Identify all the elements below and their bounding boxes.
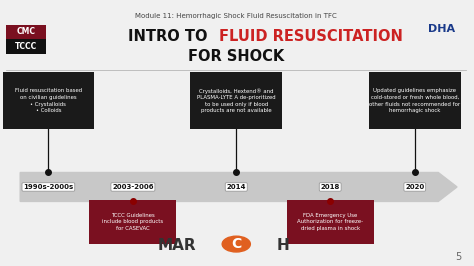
Text: 2014: 2014: [227, 184, 246, 190]
Text: Module 11: Hemorrhagic Shock Fluid Resuscitation in TFC: Module 11: Hemorrhagic Shock Fluid Resus…: [136, 13, 337, 19]
Text: MAR: MAR: [158, 238, 196, 253]
Polygon shape: [20, 172, 457, 201]
Text: FLUID RESUSCITATION: FLUID RESUSCITATION: [219, 30, 403, 44]
Text: 2020: 2020: [405, 184, 424, 190]
Text: H: H: [276, 238, 289, 253]
FancyBboxPatch shape: [6, 24, 46, 39]
Text: Crystalloids, Hextend® and
PLASMA-LYTE A de-prioritized
to be used only if blood: Crystalloids, Hextend® and PLASMA-LYTE A…: [197, 88, 275, 114]
Text: CMC: CMC: [17, 27, 36, 36]
Circle shape: [222, 236, 250, 252]
Text: 2018: 2018: [320, 184, 340, 190]
Text: FDA Emergency Use
Authorization for freeze-
dried plasma in shock: FDA Emergency Use Authorization for free…: [297, 213, 363, 231]
Text: 1990s-2000s: 1990s-2000s: [23, 184, 73, 190]
FancyBboxPatch shape: [2, 72, 94, 129]
Text: TCCC: TCCC: [15, 42, 37, 51]
Text: INTRO TO: INTRO TO: [128, 30, 208, 44]
Text: 2003-2006: 2003-2006: [112, 184, 154, 190]
Text: FOR SHOCK: FOR SHOCK: [188, 49, 284, 64]
Text: Fluid resuscitation based
on civilian guidelines
• Crystalloids
• Colloids: Fluid resuscitation based on civilian gu…: [15, 88, 82, 113]
FancyBboxPatch shape: [191, 72, 282, 129]
Text: TCCC Guidelines
include blood products
for CASEVAC: TCCC Guidelines include blood products f…: [102, 213, 164, 231]
Text: Updated guidelines emphasize
cold-stored or fresh whole blood,
other fluids not : Updated guidelines emphasize cold-stored…: [369, 88, 460, 113]
Text: 5: 5: [456, 252, 462, 262]
FancyBboxPatch shape: [6, 39, 46, 54]
Text: C: C: [231, 237, 241, 251]
FancyBboxPatch shape: [287, 200, 374, 244]
FancyBboxPatch shape: [369, 72, 461, 129]
FancyBboxPatch shape: [90, 200, 176, 244]
Text: DHA: DHA: [428, 24, 455, 34]
